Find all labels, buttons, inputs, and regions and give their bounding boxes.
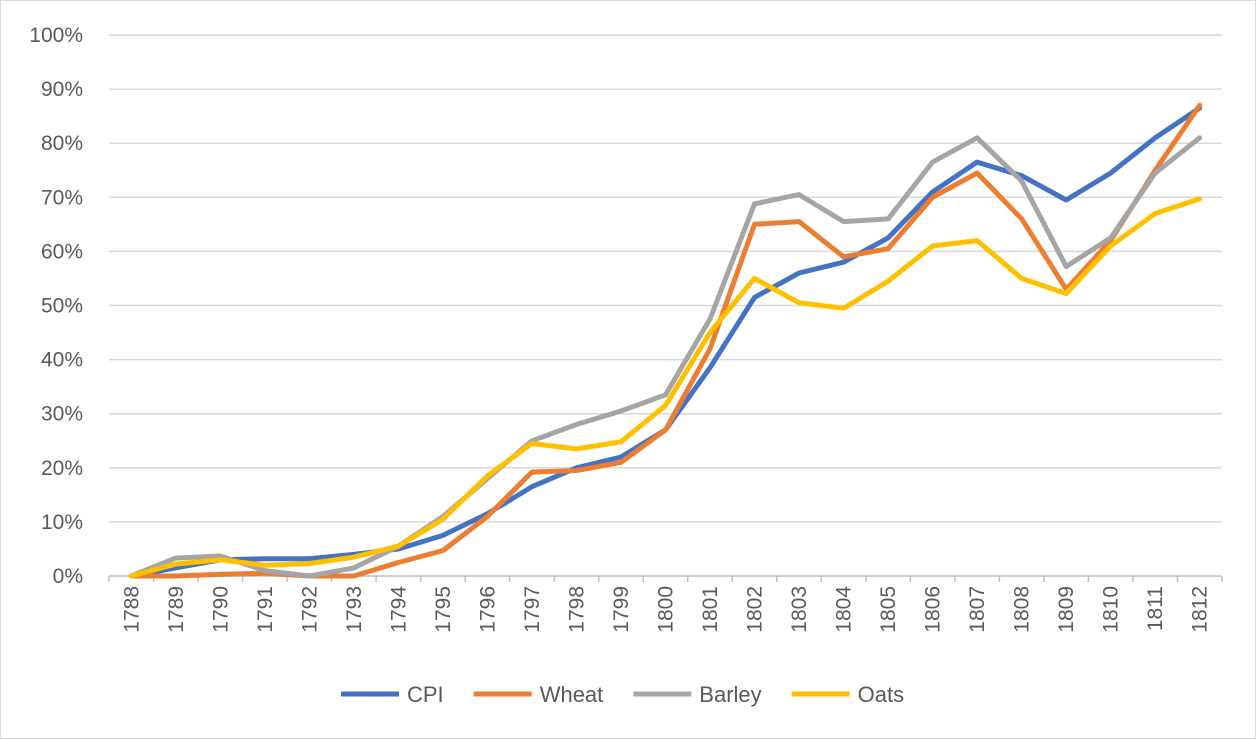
y-tick-label: 0% — [53, 565, 83, 588]
x-tick-label: 1804 — [833, 586, 856, 633]
y-axis-tick-labels: 0% 10% 20% 30% 40% 50% 60% 70% 80% 90% 100% — [29, 24, 83, 588]
x-tick-label: 1791 — [254, 586, 277, 633]
y-tick-label: 40% — [41, 349, 83, 372]
x-tick-label: 1811 — [1144, 586, 1167, 631]
y-tick-label: 70% — [41, 186, 83, 209]
x-tick-label: 1803 — [788, 586, 811, 633]
y-tick-label: 10% — [41, 511, 83, 534]
y-tick-label: 50% — [41, 295, 83, 318]
x-tick-label: 1809 — [1055, 586, 1078, 633]
y-tick-label: 60% — [41, 240, 83, 263]
y-tick-label: 30% — [41, 403, 83, 426]
x-tick-label: 1807 — [966, 586, 989, 633]
x-tick-label: 1800 — [655, 586, 678, 633]
legend-label-barley: Barley — [699, 682, 761, 707]
series-line-wheat — [128, 102, 1203, 579]
x-tick-label: 1792 — [298, 586, 321, 633]
x-tick-label: 1788 — [120, 586, 143, 633]
x-tick-label: 1795 — [432, 586, 455, 633]
series-line-oats — [128, 196, 1203, 579]
y-tick-label: 100% — [29, 24, 83, 47]
legend-label-wheat: Wheat — [540, 682, 604, 707]
series-lines — [128, 102, 1203, 579]
x-tick-label: 1790 — [209, 586, 232, 633]
x-tick-label: 1808 — [1011, 586, 1034, 633]
x-tick-label: 1805 — [877, 586, 900, 633]
x-tick-label: 1802 — [744, 586, 767, 633]
x-tick-label: 1789 — [165, 586, 188, 633]
x-tick-label: 1799 — [610, 586, 633, 633]
x-tick-label: 1806 — [922, 586, 945, 633]
x-tick-label: 1801 — [699, 586, 722, 633]
legend: CPI Wheat Barley Oats — [341, 682, 904, 707]
x-tick-label: 1796 — [476, 586, 499, 633]
series-line-cpi — [128, 105, 1203, 579]
y-tick-label: 80% — [41, 132, 83, 155]
x-tick-label: 1810 — [1100, 586, 1123, 633]
x-tick-label: 1798 — [565, 586, 588, 633]
x-tick-label: 1812 — [1189, 586, 1212, 633]
x-axis-tick-labels: 1788 1789 1790 1791 1792 1793 1794 1795 1796 1797… — [108, 576, 1223, 633]
y-tick-label: 20% — [41, 457, 83, 480]
legend-label-cpi: CPI — [407, 682, 444, 707]
y-tick-label: 90% — [41, 78, 83, 101]
legend-label-oats: Oats — [858, 682, 904, 707]
x-tick-label: 1797 — [521, 586, 544, 633]
x-tick-label: 1793 — [343, 586, 366, 633]
x-tick-label: 1794 — [387, 586, 410, 633]
gridlines — [109, 34, 1222, 577]
series-line-barley — [128, 135, 1203, 579]
